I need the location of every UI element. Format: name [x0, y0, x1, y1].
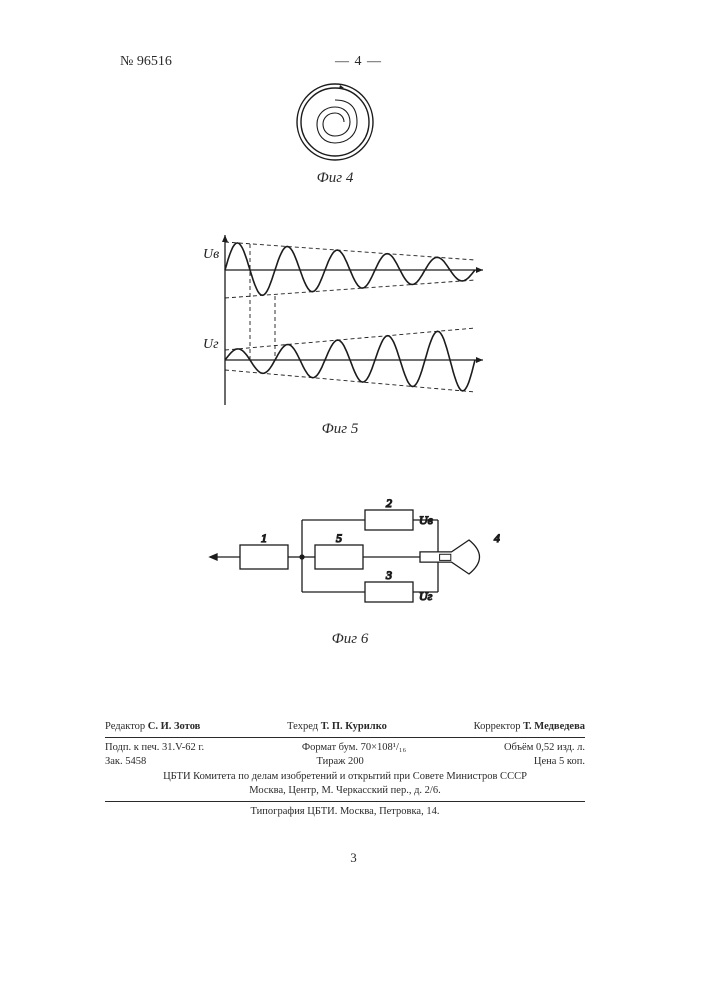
svg-text:2: 2 [386, 496, 392, 510]
page: № 96516 — 4 — Фиг 4 [0, 0, 707, 1000]
fig5-svg: Uв Uг [185, 230, 495, 415]
figure-6: 1 2 3 5 4 Uв Uг Фиг 6 [195, 490, 505, 648]
fig6-svg: 1 2 3 5 4 Uв Uг [200, 490, 500, 625]
order-no: Зак. 5458 [105, 755, 146, 769]
editor-label: Редактор [105, 721, 145, 732]
colophon-row-3: Зак. 5458 Тираж 200 Цена 5 коп. [105, 755, 585, 769]
fig5-u-bot: Uг [203, 337, 219, 352]
colophon-row-2: Подп. к печ. 31.V-62 г. Формат бум. 70×1… [105, 741, 585, 755]
paper-format: Формат бум. 70×108¹/₁₆ [302, 741, 406, 755]
svg-text:3: 3 [385, 568, 392, 582]
fig5-label: Фиг 5 [180, 421, 500, 438]
publisher-line-1: ЦБТИ Комитета по делам изобретений и отк… [105, 770, 585, 784]
colophon: Редактор С. И. Зотов Техред Т. П. Курилк… [105, 720, 585, 819]
svg-text:1: 1 [261, 531, 267, 545]
page-marker-top: — 4 — [335, 54, 382, 70]
doc-number: № 96516 [120, 54, 172, 70]
figure-5: Uв Uг Фиг 5 [180, 230, 500, 438]
tech-name: Т. П. Курилко [321, 721, 387, 732]
volume: Объём 0,52 изд. л. [504, 741, 585, 755]
divider-icon [105, 801, 585, 802]
fig4-svg [290, 80, 380, 164]
corr-label: Корректор [474, 721, 521, 732]
corr-name: Т. Медведева [523, 721, 585, 732]
fig4-label: Фиг 4 [275, 170, 395, 187]
print-run: Тираж 200 [316, 755, 363, 769]
fig5-u-top: Uв [203, 247, 219, 262]
price: Цена 5 коп. [534, 755, 585, 769]
page-number-bottom: 3 [0, 850, 707, 866]
divider-icon [105, 737, 585, 738]
svg-text:Uг: Uг [419, 589, 433, 603]
figure-4: Фиг 4 [275, 80, 395, 187]
tech-label: Техред [287, 721, 318, 732]
print-date: Подп. к печ. 31.V-62 г. [105, 741, 204, 755]
colophon-row-1: Редактор С. И. Зотов Техред Т. П. Курилк… [105, 720, 585, 734]
svg-text:Uв: Uв [419, 513, 433, 527]
editor-name: С. И. Зотов [148, 721, 201, 732]
fig6-label: Фиг 6 [195, 631, 505, 648]
publisher-address: Москва, Центр, М. Черкасский пер., д. 2/… [105, 784, 585, 798]
svg-text:4: 4 [494, 531, 500, 545]
printing-house: Типография ЦБТИ. Москва, Петровка, 14. [105, 805, 585, 819]
svg-text:5: 5 [336, 531, 342, 545]
